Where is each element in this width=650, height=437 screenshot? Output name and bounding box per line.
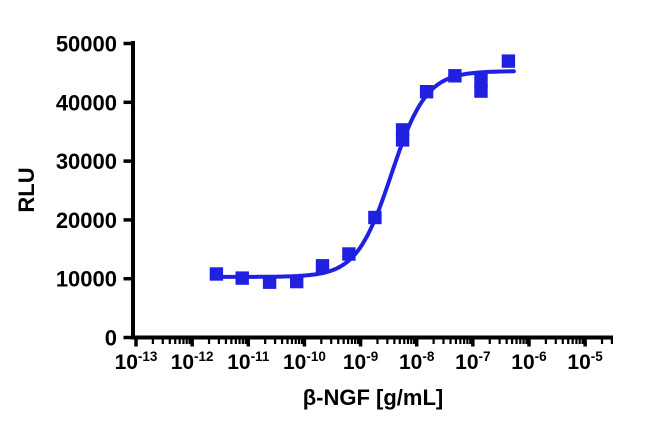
y-tick-label: 50000: [56, 32, 117, 57]
x-tick-label: 10-11: [227, 349, 270, 374]
data-points-group: [209, 54, 516, 289]
data-point-marker: [395, 123, 410, 137]
y-tick-label: 0: [105, 326, 117, 351]
axes-group: [123, 41, 614, 347]
y-tick-label: 30000: [56, 149, 117, 174]
x-axis-title: β-NGF [g/mL]: [303, 385, 444, 410]
data-point-marker: [448, 69, 462, 83]
y-tick-label: 10000: [56, 267, 117, 292]
fit-curve-group: [214, 69, 516, 279]
y-tick-label: 20000: [56, 208, 117, 233]
data-point-marker: [419, 85, 434, 99]
data-point-marker: [342, 247, 356, 261]
x-tick-label: 10-9: [343, 349, 378, 374]
data-point-marker: [290, 274, 304, 289]
tick-labels-group: 0 10000 20000 30000 40000 50000 10-13 10-12 10-1…: [56, 32, 603, 375]
data-point-marker: [315, 259, 330, 273]
x-tick-label: 10-13: [115, 349, 158, 374]
data-point-marker: [474, 73, 488, 88]
fit-curve: [214, 69, 516, 279]
x-tick-label: 10-6: [511, 349, 547, 374]
data-point-marker: [235, 271, 249, 285]
x-tick-label: 10-8: [399, 349, 435, 374]
x-tick-label: 10-10: [283, 349, 326, 374]
data-point-marker: [474, 84, 488, 98]
data-point-marker: [501, 54, 516, 68]
x-tick-label: 10-12: [171, 349, 214, 374]
y-axis-title: RLU: [14, 167, 39, 212]
y-tick-label: 40000: [56, 90, 117, 115]
data-point-marker: [262, 275, 277, 289]
data-point-marker: [368, 210, 382, 225]
data-point-marker: [209, 267, 224, 281]
x-tick-label: 10-5: [567, 349, 603, 374]
x-tick-label: 10-7: [455, 349, 490, 374]
